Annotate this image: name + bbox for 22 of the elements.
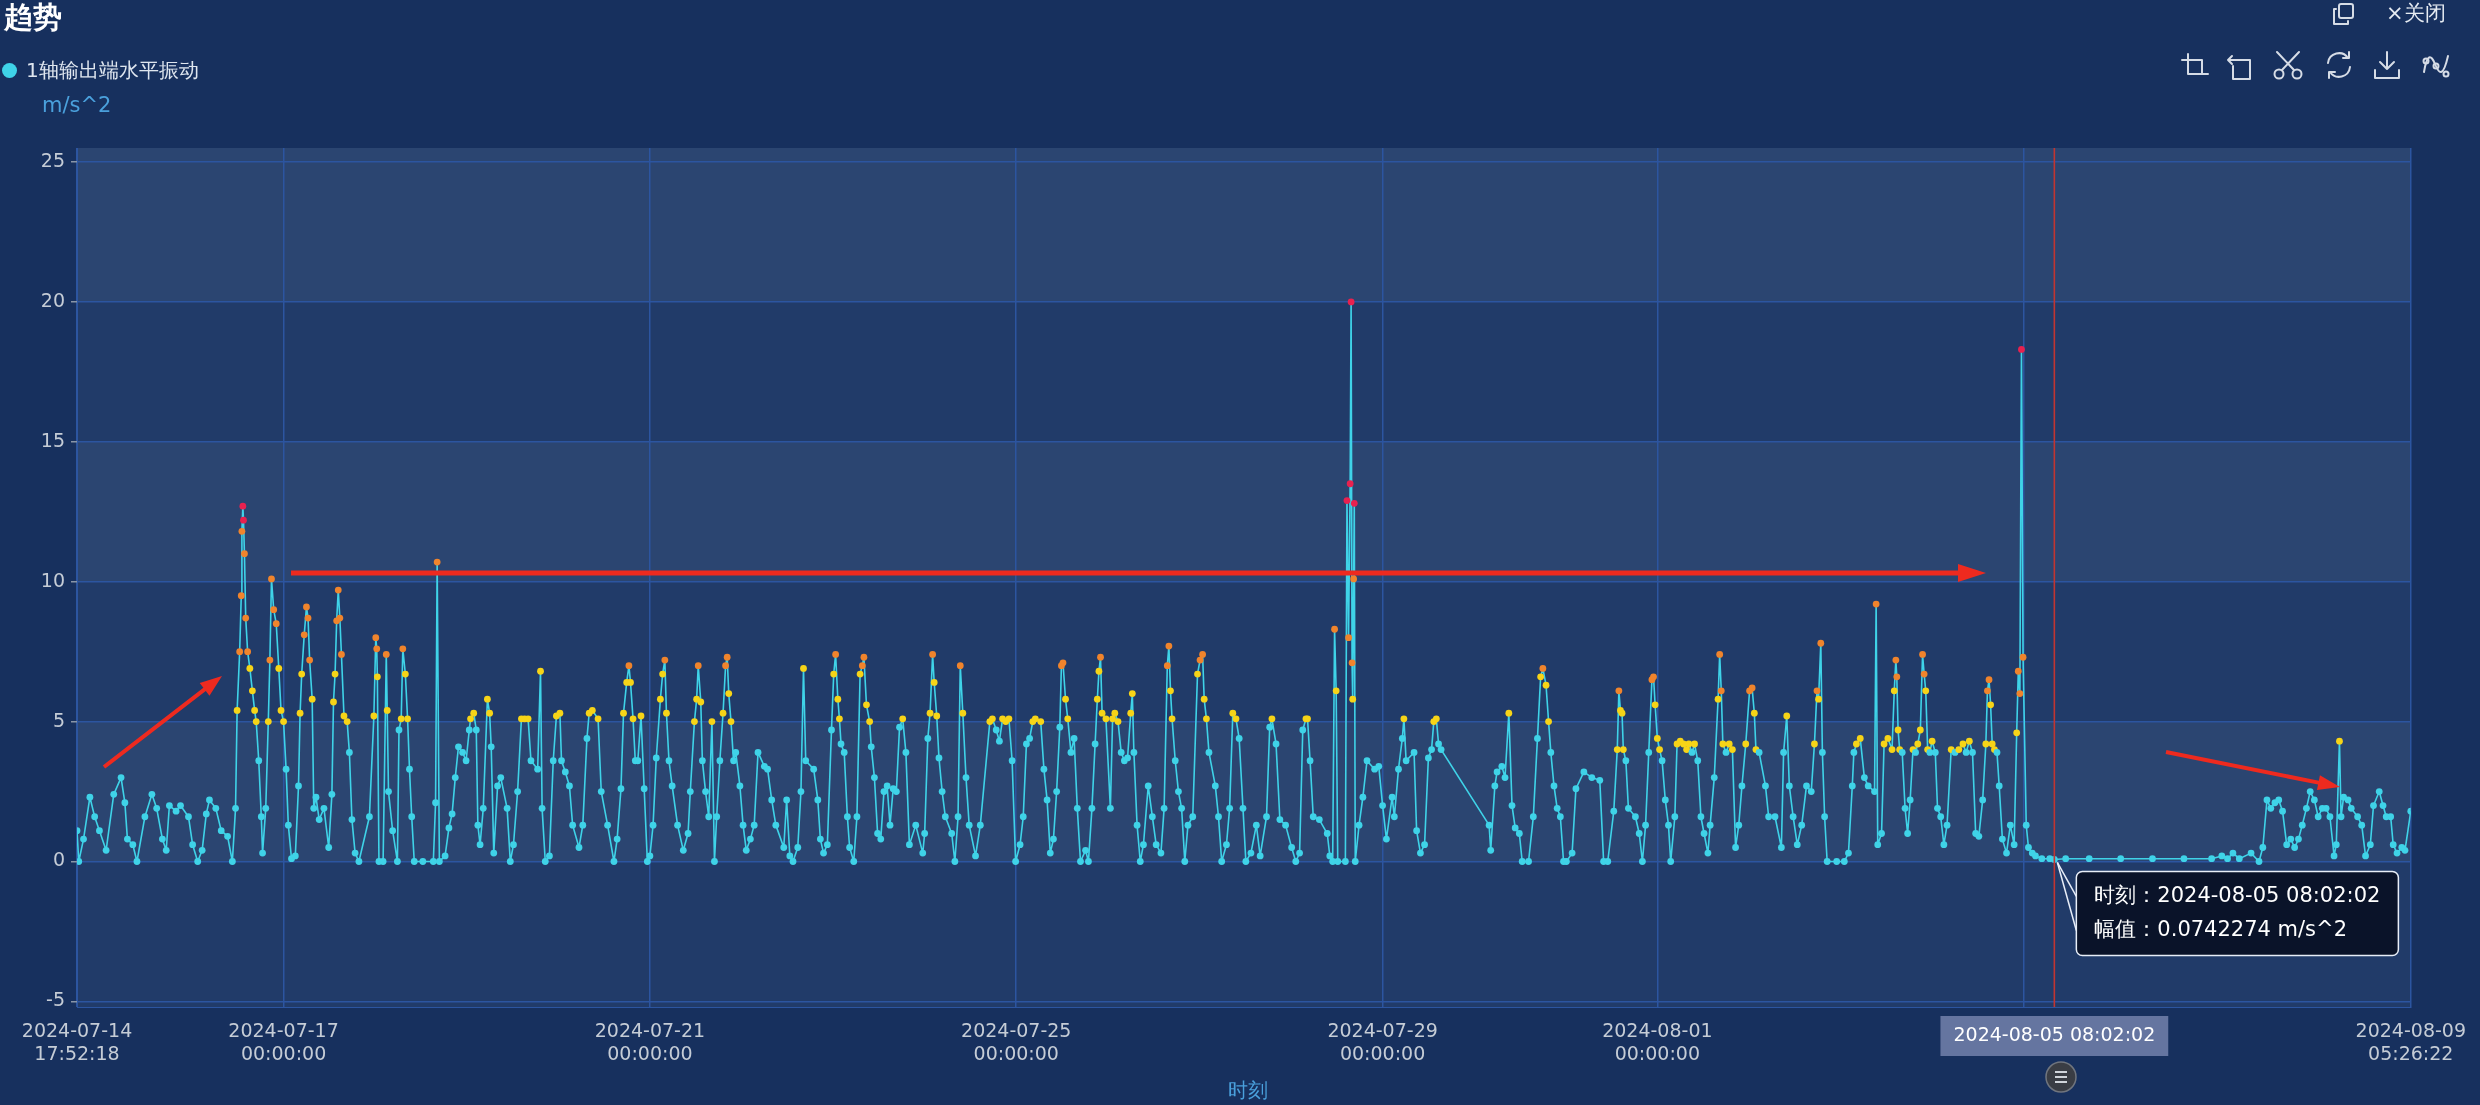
y-axis-title: m/s^2: [42, 92, 112, 118]
annotation: 幅值：0.0742274 m/s^2: [2094, 916, 2348, 941]
chart-title: 趋势: [4, 0, 62, 34]
ref-line-label: 2024-08-05 08:02:02: [1953, 1022, 2156, 1045]
y-tick-label: 5: [52, 708, 65, 731]
y-tick-label: 10: [40, 568, 65, 591]
x-tick-label: 2024-07-25 00:00:00: [961, 1019, 1072, 1065]
x-tick-label: 2024-08-09 05:26:22: [2355, 1019, 2466, 1065]
x-axis-title: 时刻: [1228, 1078, 1268, 1102]
annotation: 时刻：2024-08-05 08:02:02: [2094, 882, 2381, 907]
x-tick-label: 2024-08-01 00:00:00: [1602, 1019, 1713, 1065]
x-tick-label: 2024-07-21 00:00:00: [594, 1019, 706, 1065]
y-tick-label: -5: [46, 988, 65, 1011]
y-tick-label: 15: [40, 428, 65, 451]
x-tick-label: 2024-07-17 00:00:00: [228, 1019, 339, 1065]
y-tick-label: 25: [40, 148, 65, 171]
legend-label: 1轴输出端水平振动: [26, 58, 199, 82]
x-tick-label: 2024-07-14 17:52:18: [21, 1019, 133, 1065]
y-tick-label: 0: [52, 848, 65, 871]
y-tick-label: 20: [40, 288, 65, 311]
x-tick-label: 2024-07-29 00:00:00: [1327, 1019, 1438, 1065]
text: ×关闭: [2386, 0, 2446, 26]
